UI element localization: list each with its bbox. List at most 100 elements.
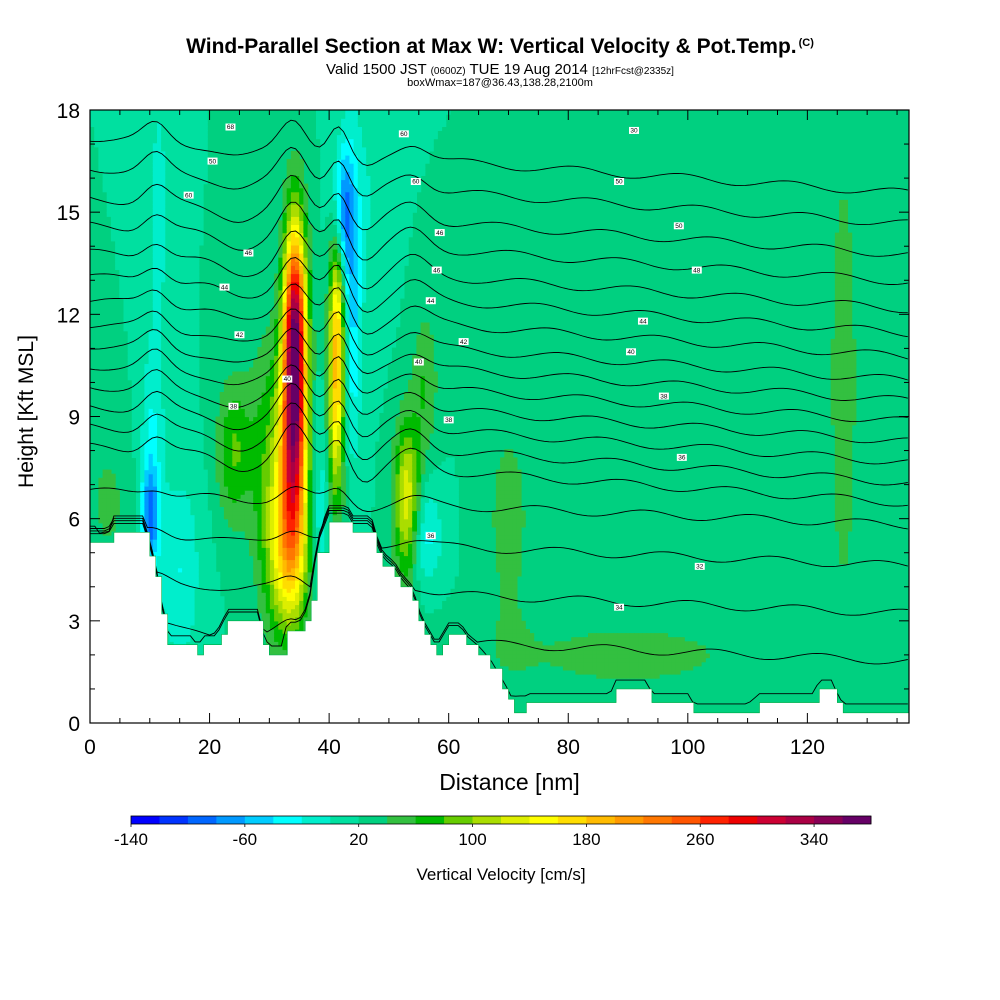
velocity-cell [316, 383, 321, 389]
velocity-cell [148, 167, 154, 172]
velocity-cell [198, 118, 204, 123]
velocity-cell [169, 608, 175, 614]
velocity-cell [161, 355, 166, 360]
velocity-cell [278, 535, 284, 540]
velocity-cell [165, 535, 171, 540]
velocity-cell [236, 416, 242, 422]
velocity-cell [98, 167, 104, 172]
velocity-cell [232, 432, 238, 438]
velocity-cell [140, 298, 145, 303]
velocity-cell [148, 134, 154, 140]
velocity-cell [299, 510, 304, 516]
velocity-cell [190, 179, 196, 185]
velocity-cell [265, 338, 271, 344]
velocity-cell [274, 330, 279, 336]
velocity-cell [295, 351, 300, 356]
velocity-cell [119, 171, 125, 176]
velocity-cell [144, 138, 150, 144]
velocity-cell [157, 322, 162, 328]
velocity-cell [219, 498, 225, 503]
velocity-cell [311, 367, 317, 373]
velocity-cell [203, 588, 208, 593]
velocity-cell [278, 624, 284, 630]
velocity-cell [286, 392, 292, 397]
velocity-cell [249, 526, 254, 532]
velocity-cell [316, 502, 321, 507]
velocity-cell [278, 383, 284, 389]
velocity-cell [286, 404, 292, 409]
velocity-cell [169, 592, 175, 597]
velocity-cell [182, 318, 187, 324]
velocity-cell [307, 600, 313, 606]
velocity-cell [203, 575, 208, 581]
velocity-cell [157, 387, 162, 393]
velocity-cell [186, 473, 191, 479]
velocity-cell [144, 216, 150, 221]
velocity-cell [244, 371, 250, 377]
velocity-cell [244, 408, 250, 413]
velocity-cell [316, 134, 321, 140]
velocity-cell [148, 432, 154, 438]
velocity-cell [123, 126, 129, 131]
velocity-cell [123, 318, 129, 324]
velocity-cell [140, 244, 145, 250]
velocity-cell [253, 424, 258, 430]
velocity-cell [186, 629, 191, 634]
velocity-cell [303, 535, 309, 540]
velocity-cell [119, 167, 125, 172]
velocity-cell [274, 469, 279, 475]
velocity-cell [236, 404, 242, 409]
velocity-cell [123, 261, 129, 266]
velocity-cell [290, 285, 296, 291]
velocity-cell [286, 535, 292, 540]
velocity-cell [136, 298, 141, 303]
velocity-cell [177, 155, 183, 160]
velocity-cell [303, 183, 309, 189]
velocity-cell [152, 130, 158, 136]
velocity-cell [203, 481, 208, 487]
velocity-cell [115, 204, 120, 209]
velocity-cell [110, 122, 116, 127]
velocity-cell [148, 114, 154, 119]
velocity-cell [165, 318, 171, 324]
velocity-cell [207, 616, 212, 622]
velocity-cell [207, 559, 212, 565]
velocity-cell [173, 551, 179, 557]
velocity-cell [161, 155, 166, 160]
velocity-cell [186, 547, 191, 552]
velocity-cell [144, 445, 150, 450]
velocity-cell [307, 461, 313, 467]
velocity-cell [240, 514, 246, 520]
velocity-cell [169, 326, 175, 332]
velocity-cell [261, 539, 267, 544]
velocity-cell [177, 363, 183, 369]
velocity-cell [131, 130, 137, 136]
velocity-cell [307, 232, 313, 238]
velocity-cell [136, 522, 141, 528]
velocity-cell [194, 404, 200, 409]
velocity-cell [131, 232, 137, 238]
velocity-cell [223, 416, 229, 422]
velocity-cell [157, 318, 162, 324]
velocity-cell [290, 347, 296, 352]
velocity-cell [127, 371, 133, 377]
velocity-cell [265, 334, 271, 340]
velocity-cell [257, 498, 263, 503]
velocity-cell [127, 273, 133, 279]
velocity-cell [194, 412, 200, 418]
velocity-cell [106, 502, 112, 507]
velocity-cell [131, 273, 137, 279]
velocity-cell [190, 338, 196, 344]
velocity-cell [311, 355, 317, 360]
velocity-cell [190, 498, 196, 503]
velocity-cell [295, 530, 300, 536]
velocity-cell [286, 175, 292, 181]
velocity-cell [190, 142, 196, 148]
velocity-cell [261, 498, 267, 503]
velocity-cell [261, 555, 267, 561]
velocity-cell [207, 539, 212, 544]
velocity-cell [249, 420, 254, 426]
velocity-cell [98, 498, 104, 503]
velocity-cell [249, 404, 254, 409]
velocity-cell [186, 342, 191, 348]
